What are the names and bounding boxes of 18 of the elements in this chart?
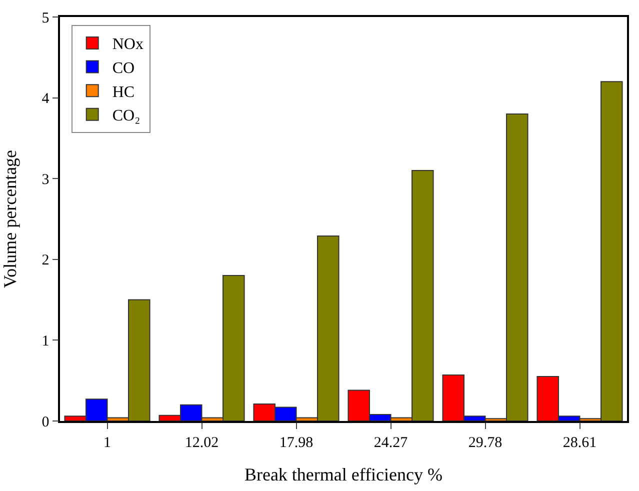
x-tick-label: 17.98	[279, 434, 314, 451]
y-tick-label: 5	[42, 10, 50, 26]
y-tick-label: 3	[42, 172, 50, 188]
y-tick-label: 2	[42, 252, 50, 269]
x-tick-label: 28.61	[562, 434, 597, 451]
y-tick-label: 1	[42, 333, 50, 350]
legend-label: NOx	[112, 36, 144, 54]
x-axis-title: Break thermal efficiency %	[244, 464, 443, 484]
x-tick-label: 24.27	[374, 434, 408, 451]
x-tick-label: 12.02	[184, 434, 219, 451]
legend-label: CO₂	[112, 108, 140, 125]
x-tick-label: 1	[104, 434, 111, 451]
y-axis-title: Volume percentage	[0, 150, 20, 288]
y-tick-label: 4	[42, 91, 50, 108]
legend-label: CO	[112, 60, 135, 78]
x-tick-label: 29.78	[468, 434, 502, 451]
y-tick-label: 0	[42, 414, 50, 430]
legend-label: HC	[112, 84, 135, 101]
